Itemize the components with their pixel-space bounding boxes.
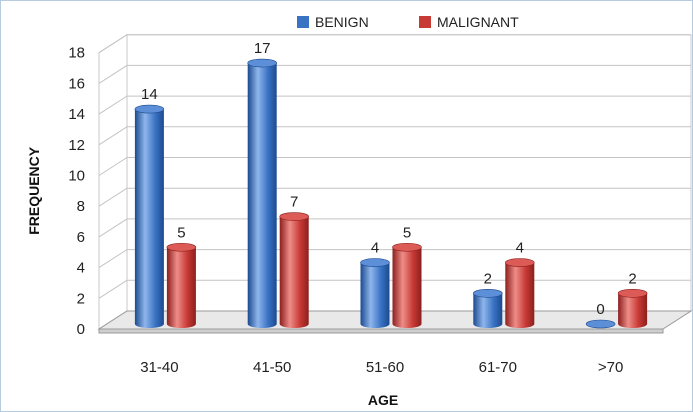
bar-malignant-41-50 — [279, 212, 310, 328]
data-label: 0 — [596, 301, 604, 318]
bar-body — [166, 247, 196, 328]
bar-top — [472, 288, 503, 298]
legend-item-benign: BENIGN — [297, 14, 369, 30]
bar-malignant->70 — [617, 288, 648, 328]
bar-body — [392, 247, 422, 328]
bar-top — [392, 242, 422, 252]
legend-item-malignant: MALIGNANT — [419, 14, 519, 30]
bar-top — [247, 58, 278, 68]
side-wall — [98, 33, 128, 330]
gridline — [98, 218, 691, 238]
data-label: 2 — [484, 270, 492, 287]
x-tick-label: 41-50 — [253, 359, 291, 376]
bar-top — [360, 258, 390, 267]
y-tick-label: 2 — [77, 290, 85, 307]
bar-body — [247, 63, 277, 329]
data-label: 4 — [516, 240, 524, 257]
bar-top — [617, 288, 648, 298]
bar-benign-41-50 — [247, 58, 278, 329]
y-tick-label: 14 — [68, 106, 85, 123]
bar-malignant-61-70 — [504, 258, 535, 328]
gridline — [98, 126, 691, 146]
bar-top — [504, 258, 535, 267]
gridline — [98, 157, 691, 176]
gridline — [98, 187, 691, 207]
legend-label: BENIGN — [315, 14, 369, 30]
data-label: 5 — [403, 224, 411, 241]
bar-body — [618, 293, 648, 328]
bar-top — [166, 242, 197, 252]
bar-benign->70 — [585, 319, 616, 329]
x-tick-label: 51-60 — [366, 359, 404, 376]
y-tick-label: 4 — [77, 260, 85, 277]
y-tick-label: 8 — [77, 198, 85, 215]
data-labels: 14 5 17 7 4 5 2 4 0 2 — [141, 40, 637, 318]
gridline — [98, 279, 691, 299]
gridline — [98, 95, 691, 115]
bar-benign-51-60 — [360, 258, 390, 328]
bar-benign-61-70 — [472, 288, 503, 328]
bar-top — [134, 104, 165, 114]
bar-body — [505, 262, 535, 328]
bar-body — [134, 109, 164, 328]
bar-malignant-31-40 — [166, 242, 197, 328]
y-tick-label: 6 — [77, 229, 85, 246]
data-label: 4 — [371, 240, 379, 257]
bar-top — [585, 319, 616, 329]
legend-swatch — [419, 16, 431, 28]
y-tick-label: 0 — [77, 321, 85, 338]
y-tick-label: 16 — [68, 75, 85, 92]
y-axis-label: FREQUENCY — [26, 146, 42, 235]
x-tick-label: 31-40 — [140, 359, 178, 376]
y-tick-label: 12 — [68, 137, 85, 154]
legend-label: MALIGNANT — [437, 14, 519, 30]
gridline — [98, 34, 691, 54]
data-label: 2 — [628, 270, 636, 287]
bar-body — [279, 216, 309, 328]
gridline — [98, 64, 691, 84]
floor-edge — [98, 328, 664, 334]
bar-benign-31-40 — [134, 104, 165, 328]
y-tick-label: 10 — [68, 168, 85, 185]
y-tick-label: 18 — [68, 45, 85, 62]
x-axis-label: AGE — [368, 392, 398, 408]
bar-top — [279, 212, 310, 221]
x-tick-label: >70 — [598, 359, 623, 376]
x-axis-ticks: 31-40 41-50 51-60 61-70 >70 — [140, 359, 623, 376]
data-label: 7 — [290, 194, 298, 211]
data-label: 5 — [177, 224, 185, 241]
legend: BENIGN MALIGNANT — [297, 14, 519, 30]
data-label: 17 — [254, 40, 271, 57]
bar-body — [360, 262, 390, 328]
bar-body — [473, 293, 503, 328]
x-tick-label: 61-70 — [479, 359, 517, 376]
gridline — [98, 249, 691, 269]
bars — [134, 58, 648, 329]
data-label: 14 — [141, 86, 158, 103]
bar-malignant-51-60 — [392, 242, 422, 328]
y-axis-ticks: 0 2 4 6 8 10 12 14 16 18 — [68, 45, 85, 338]
legend-swatch — [297, 16, 309, 28]
